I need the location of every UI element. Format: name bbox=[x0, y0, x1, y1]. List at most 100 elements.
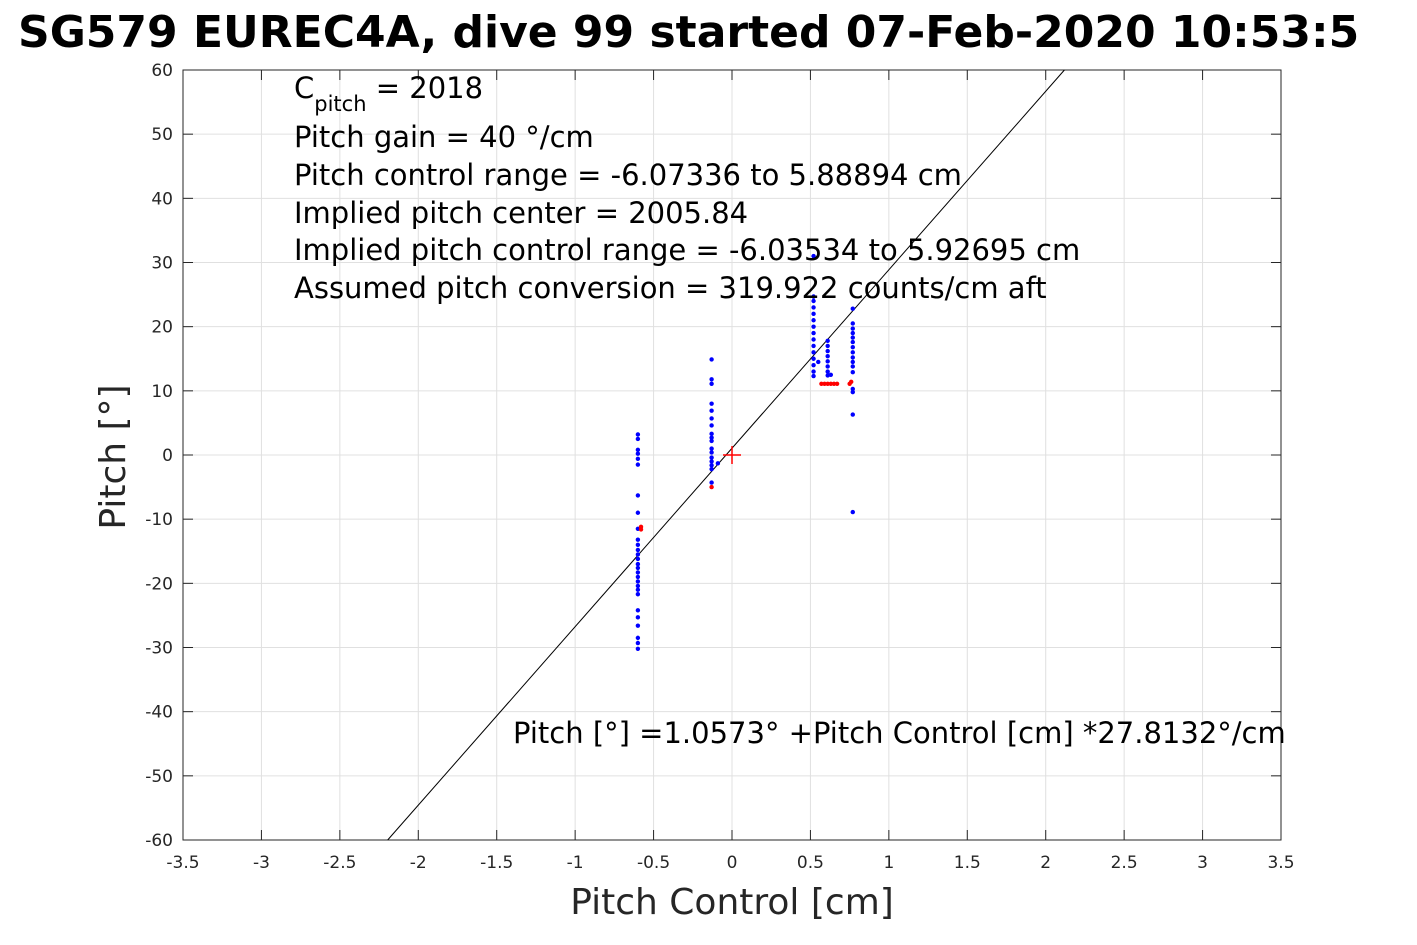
data-point-red bbox=[828, 381, 834, 386]
y-tick-label: 20 bbox=[151, 318, 173, 338]
data-point-blue bbox=[850, 509, 855, 515]
data-point-blue bbox=[811, 362, 816, 368]
data-point-blue bbox=[709, 377, 714, 382]
data-point-blue bbox=[811, 369, 816, 374]
data-point-blue bbox=[709, 455, 714, 460]
x-tick-label: -3 bbox=[253, 853, 270, 873]
data-point-blue bbox=[850, 345, 855, 350]
data-point-blue bbox=[635, 456, 641, 462]
data-point-red bbox=[819, 381, 824, 386]
data-point-blue bbox=[850, 389, 855, 395]
x-axis-ticks bbox=[182, 70, 1282, 840]
data-point-blue bbox=[850, 412, 855, 417]
x-axis-title: Pitch Control [cm] bbox=[570, 882, 894, 923]
data-point-blue bbox=[811, 337, 816, 342]
data-point-blue bbox=[811, 350, 816, 355]
data-point-blue bbox=[850, 339, 855, 345]
data-point-blue bbox=[635, 462, 641, 467]
data-point-blue bbox=[811, 324, 816, 329]
x-tick-label: 1 bbox=[883, 853, 894, 873]
data-point-blue bbox=[825, 369, 830, 374]
data-point-blue bbox=[709, 401, 714, 406]
data-point-blue bbox=[825, 359, 830, 364]
data-point-red bbox=[834, 381, 840, 386]
data-point-blue bbox=[709, 416, 714, 421]
x-tick-label: 3.5 bbox=[1267, 853, 1294, 873]
data-point-blue bbox=[635, 542, 641, 548]
data-point-blue bbox=[850, 386, 855, 392]
data-point-blue bbox=[811, 298, 816, 304]
x-tick-label: -1.5 bbox=[480, 853, 513, 873]
data-point-blue bbox=[635, 574, 641, 580]
data-point-blue bbox=[811, 318, 816, 323]
cpitch-value: = 2018 bbox=[367, 71, 484, 105]
data-point-blue bbox=[635, 447, 641, 453]
x-tick-label: -2.5 bbox=[323, 853, 356, 873]
y-tick-label: 30 bbox=[151, 254, 173, 274]
data-point-blue bbox=[850, 335, 855, 340]
data-point-blue bbox=[635, 565, 641, 571]
y-tick-label: -50 bbox=[145, 767, 173, 787]
data-point-blue bbox=[850, 306, 855, 311]
data-point-blue bbox=[709, 466, 714, 472]
x-tick-label: -3.5 bbox=[166, 853, 199, 873]
data-point-blue bbox=[825, 348, 830, 354]
data-point-blue bbox=[850, 350, 855, 355]
data-point-blue bbox=[709, 357, 714, 362]
data-point-blue bbox=[635, 547, 641, 553]
y-tick-label: 60 bbox=[151, 61, 173, 81]
data-point-blue bbox=[850, 355, 855, 360]
x-tick-label: 0 bbox=[727, 853, 738, 873]
implied-pitch-center-annotation: Implied pitch center = 2005.84 bbox=[294, 196, 748, 230]
data-point-blue bbox=[635, 510, 641, 515]
data-point-blue bbox=[635, 556, 641, 562]
y-tick-label: 10 bbox=[151, 382, 173, 402]
y-tick-label: -40 bbox=[145, 703, 173, 723]
data-point-blue bbox=[635, 623, 641, 628]
data-point-blue bbox=[811, 373, 816, 379]
data-point-blue bbox=[816, 359, 821, 365]
assumed-conversion-annotation: Assumed pitch conversion = 319.922 count… bbox=[294, 271, 1047, 305]
fit-equation-annotation: Pitch [°] =1.0573° +Pitch Control [cm] *… bbox=[513, 716, 1286, 750]
x-tick-label: -2 bbox=[410, 853, 427, 873]
data-point-blue bbox=[635, 592, 641, 597]
y-tick-label: -30 bbox=[145, 639, 173, 659]
data-point-blue bbox=[825, 364, 830, 369]
data-point-blue bbox=[811, 294, 816, 299]
data-point-blue bbox=[811, 311, 816, 317]
data-point-blue bbox=[709, 423, 714, 428]
data-point-blue bbox=[709, 408, 714, 413]
x-tick-label: 2 bbox=[1040, 853, 1051, 873]
data-point-blue bbox=[635, 640, 641, 646]
data-point-red bbox=[825, 381, 830, 386]
data-point-blue bbox=[850, 370, 855, 375]
data-point-blue bbox=[635, 537, 641, 542]
data-point-blue bbox=[811, 330, 816, 336]
data-point-blue bbox=[709, 450, 714, 455]
x-tick-label: -1 bbox=[567, 853, 584, 873]
data-point-blue bbox=[811, 356, 816, 361]
data-point-blue bbox=[635, 615, 641, 620]
data-point-blue bbox=[825, 343, 830, 349]
data-point-blue bbox=[635, 579, 641, 584]
data-point-red bbox=[709, 484, 714, 490]
data-point-red bbox=[822, 381, 827, 386]
x-tick-labels: -3.5 -3 -2.5 -2 -1.5 -1 -0.5 0 0.5 1 1.5 2 2.5 3 3.5 bbox=[166, 853, 1294, 873]
y-axis-ticks bbox=[183, 69, 1281, 841]
data-point-blue bbox=[635, 493, 641, 498]
data-point-blue bbox=[825, 338, 830, 343]
y-tick-label: -20 bbox=[145, 574, 173, 594]
data-point-blue bbox=[709, 381, 714, 386]
data-point-blue bbox=[850, 321, 855, 326]
data-point-blue bbox=[828, 372, 834, 377]
y-tick-label: 0 bbox=[162, 446, 173, 466]
implied-pitch-range-annotation: Implied pitch control range = -6.03534 t… bbox=[294, 233, 1080, 267]
data-point-blue bbox=[825, 353, 830, 359]
data-point-blue bbox=[635, 561, 641, 567]
y-tick-labels: -60 -50 -40 -30 -20 -10 0 10 20 30 40 50 60 bbox=[145, 61, 173, 851]
data-point-blue bbox=[811, 343, 816, 349]
pitch-control-range-annotation: Pitch control range = -6.07336 to 5.8889… bbox=[294, 158, 962, 192]
y-tick-label: -60 bbox=[145, 831, 173, 851]
data-point-blue bbox=[709, 435, 714, 440]
